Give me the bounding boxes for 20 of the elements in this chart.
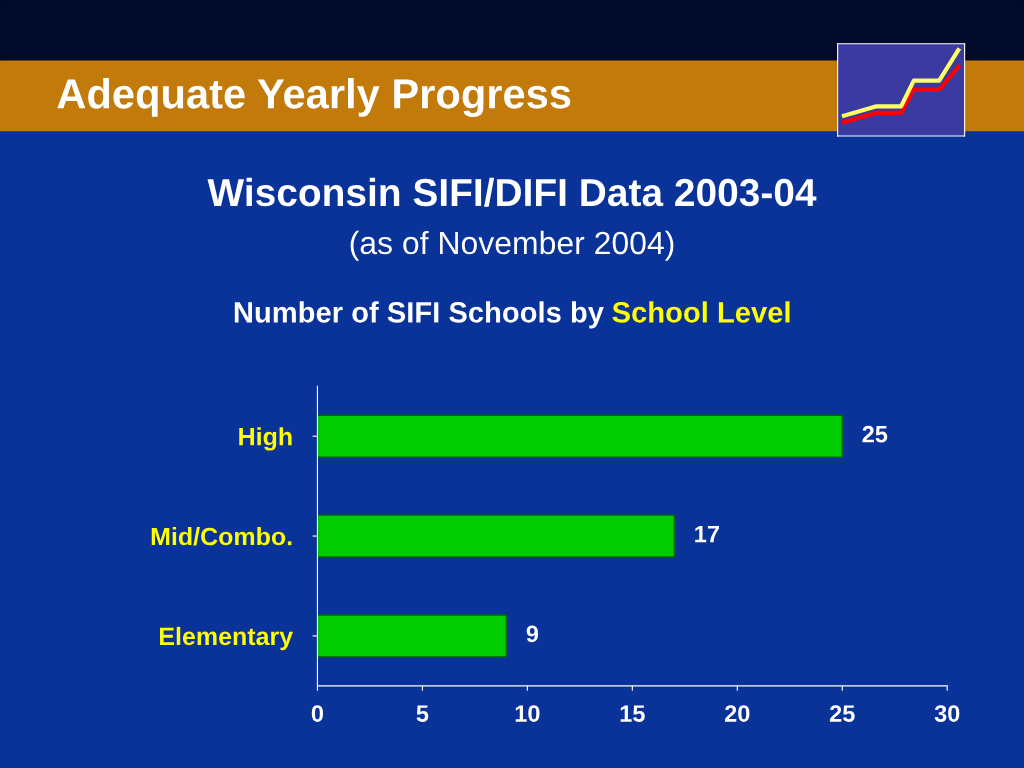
bar [317, 614, 508, 658]
bar [317, 514, 675, 558]
text: Number of SIFI Schools by [234, 301, 604, 329]
chart-subtitle: Wisconsin SIFI/DIFI Data 2003-04 (as of November 2004) [207, 177, 817, 261]
data-label: 9 [526, 625, 539, 643]
y-tick-label: Mid/Combo. [151, 527, 292, 546]
x-tick-label: 5 [416, 705, 429, 722]
x-tick-label: 0 [311, 705, 324, 722]
y-tick-label: High [239, 427, 292, 451]
x-tick-label: 25 [829, 705, 855, 722]
data-label: 25 [862, 425, 888, 443]
y-tick-label: Elementary [160, 626, 294, 651]
x-tick-label: 30 [934, 705, 960, 722]
bar [317, 414, 843, 458]
text: School Level [612, 301, 790, 323]
x-tick-label: 15 [620, 705, 645, 722]
x-tick-label: 10 [515, 705, 540, 722]
x-tick-label: 20 [724, 705, 750, 722]
data-label: 17 [695, 525, 719, 543]
chart-title: Adequate Yearly Progress [57, 78, 571, 118]
